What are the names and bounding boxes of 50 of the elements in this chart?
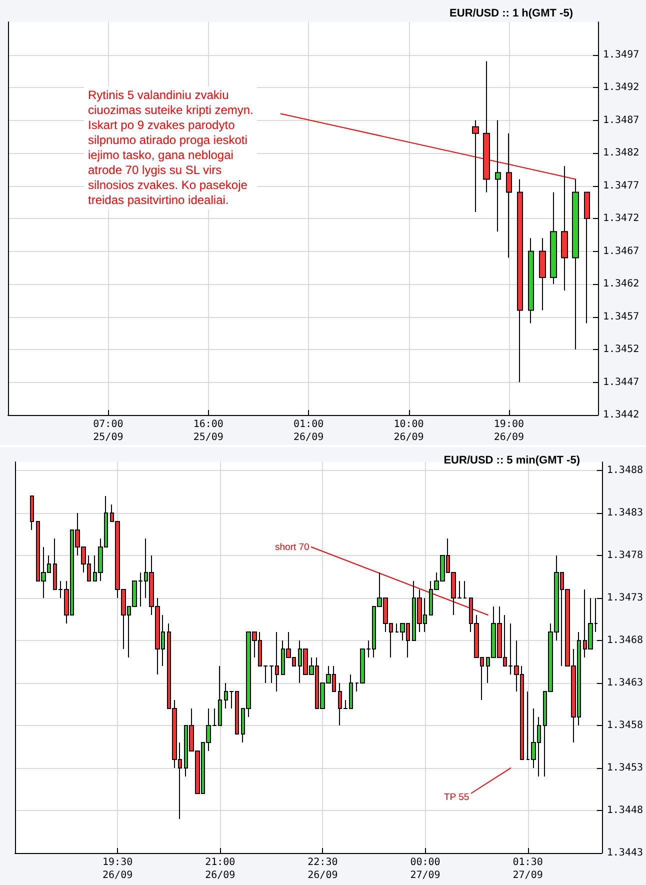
x-tick-label: 01:00 26/09 — [294, 419, 324, 443]
x-tick-label: 01:30 27/09 — [512, 857, 543, 881]
chart-title: EUR/USD :: 1 h(GMT -5) — [450, 8, 574, 20]
y-tick-label: 1.3462 — [603, 278, 640, 290]
y-tick-label: 1.3488 — [606, 465, 643, 476]
candlestick — [30, 496, 34, 530]
candlestick — [528, 238, 534, 324]
x-tick-label: 19:30 26/09 — [102, 857, 133, 881]
y-tick-label: 1.3487 — [603, 114, 640, 126]
y-tick-label: 1.3468 — [606, 635, 643, 646]
candlestick — [539, 238, 546, 311]
x-tick-label: 22:30 26/09 — [308, 857, 338, 881]
y-tick-label: 1.3492 — [603, 82, 640, 93]
y-tick-label: 1.3453 — [606, 762, 643, 774]
x-tick-label: 10:00 26/09 — [394, 419, 424, 443]
y-tick-label: 1.3447 — [603, 376, 640, 388]
candlestick — [572, 178, 579, 350]
y-tick-label: 1.3478 — [606, 550, 643, 561]
y-tick-label: 1.3448 — [606, 805, 643, 816]
candlestick — [517, 178, 523, 383]
annotation: TP 55 — [442, 791, 472, 805]
candlestick — [463, 580, 467, 598]
candlestick — [550, 192, 557, 284]
y-tick-label: 1.3473 — [606, 592, 643, 604]
x-tick-label: 19:00 26/09 — [494, 419, 524, 443]
x-tick-label: 21:00 26/09 — [205, 857, 236, 881]
y-tick-label: 1.3482 — [603, 148, 640, 158]
y-tick-label: 1.3457 — [603, 311, 640, 322]
y-tick-label: 1.3472 — [603, 213, 640, 224]
y-tick-label: 1.3483 — [606, 508, 643, 518]
candlestick — [584, 192, 590, 324]
chart-title: EUR/USD :: 5 min(GMT -5) — [444, 454, 580, 466]
candlestick — [495, 120, 501, 232]
y-tick-label: 1.3463 — [606, 678, 643, 688]
candlestick — [472, 120, 479, 212]
x-tick-label: 00:00 27/09 — [410, 857, 440, 881]
y-tick-label: 1.3458 — [606, 720, 643, 731]
y-tick-label: 1.3452 — [603, 344, 640, 355]
candlestick — [561, 166, 568, 292]
y-tick-label: 1.3442 — [603, 410, 640, 420]
x-tick-label: 07:00 25/09 — [93, 419, 124, 443]
candlestick — [506, 132, 512, 258]
annotation: Rytinis 5 valandiniu zvakiu ciuozimas suteike kripti zemyn. Iskart po 9 zvakes parodyto silpnumo atirado proga ieskoti iejimo tasko, gana neblogai atrode 70 lygis su SL virs silnosios zvakes. Ko pasekoje treidas pasitvirtino idealiai. — [84, 86, 258, 210]
annotation: short 70 — [273, 541, 312, 555]
x-tick-label: 16:00 25/09 — [193, 419, 224, 443]
y-tick-label: 1.3477 — [603, 180, 640, 192]
y-tick-label: 1.3497 — [603, 49, 640, 60]
y-tick-label: 1.3443 — [606, 848, 643, 858]
candlestick — [483, 60, 490, 193]
y-tick-label: 1.3467 — [603, 246, 640, 257]
